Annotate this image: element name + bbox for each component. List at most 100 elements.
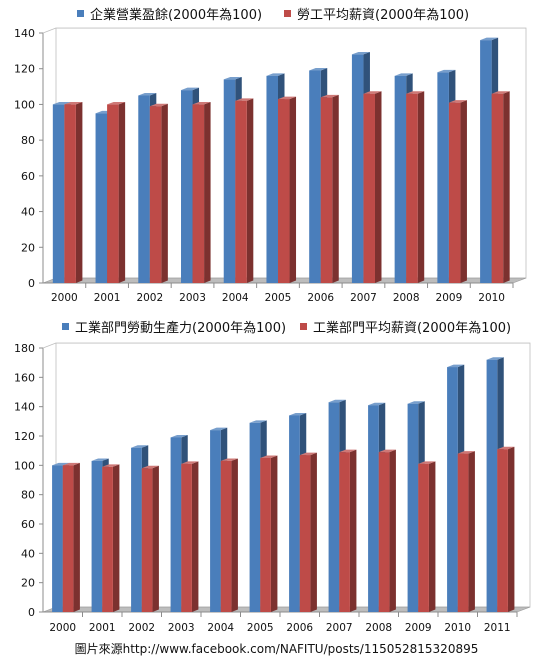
legend-swatch-blue xyxy=(77,9,84,17)
bar-front xyxy=(235,100,247,283)
x-tick-label: 2002 xyxy=(128,622,155,634)
bar-top xyxy=(149,103,168,107)
x-tick-label: 2000 xyxy=(51,292,78,304)
bar-top xyxy=(260,455,278,458)
bar-series-2-2010 xyxy=(491,91,510,283)
y-tick-label: 140 xyxy=(14,27,35,40)
legend-item-series-1: 工業部門勞動生產力(2000年為100) xyxy=(62,317,286,336)
bar-side xyxy=(417,91,425,283)
bar-series-2-2009 xyxy=(418,461,436,612)
bar-side xyxy=(152,465,159,612)
bar-top xyxy=(480,37,499,41)
x-tick-label: 2010 xyxy=(478,292,505,304)
bar-top xyxy=(278,96,297,100)
bar-top xyxy=(131,445,149,448)
bar-front xyxy=(52,104,65,283)
x-tick-label: 2006 xyxy=(286,622,313,634)
bar-top xyxy=(102,464,120,467)
bar-side xyxy=(75,101,83,283)
x-tick-label: 2010 xyxy=(444,622,471,634)
bar-series-2-2006 xyxy=(320,94,339,284)
bar-top xyxy=(351,51,370,55)
bar-series-2-2010 xyxy=(457,451,475,612)
bar-series-2-2005 xyxy=(278,96,297,283)
y-tick-label: 40 xyxy=(21,547,35,560)
bar-series-2-2003 xyxy=(192,101,211,283)
bar-side xyxy=(428,461,436,612)
bar-top xyxy=(363,91,382,94)
y-tick-label: 80 xyxy=(21,134,35,147)
bar-top xyxy=(320,94,339,98)
y-tick-label: 120 xyxy=(14,63,35,76)
bar-top xyxy=(448,100,467,103)
bar-series-2-2006 xyxy=(299,452,317,612)
bar-front xyxy=(351,54,364,283)
bar-front xyxy=(406,93,418,283)
bar-top xyxy=(192,101,211,105)
x-tick-label: 2007 xyxy=(326,622,353,634)
bar-front xyxy=(62,465,74,612)
bar-series-2-2008 xyxy=(406,91,425,283)
chart-2-plot: 0 20 40 60 80 100 120 140 160 180 2000 2001 2002 2003… xyxy=(14,342,531,634)
bar-series-2-2000 xyxy=(64,101,83,283)
bar-top xyxy=(289,412,307,416)
bar-top xyxy=(91,458,109,461)
bar-front xyxy=(141,468,153,612)
bar-side xyxy=(231,458,238,612)
bar-front xyxy=(320,97,333,284)
legend-swatch-blue xyxy=(62,322,69,330)
bar-top xyxy=(210,427,228,431)
bar-top xyxy=(181,87,200,91)
bar-series-2-2007 xyxy=(363,91,382,283)
y-tick-label: 120 xyxy=(14,430,35,443)
x-tick-label: 2006 xyxy=(307,292,334,304)
bar-front xyxy=(448,102,461,284)
bar-top xyxy=(497,446,515,450)
y-tick-label: 60 xyxy=(21,170,35,183)
bar-side xyxy=(349,449,357,612)
bar-front xyxy=(220,460,232,612)
chart-1-plot: 0 20 40 60 80 100 120 140 2000 2001 2002 2003 2004 20… xyxy=(14,27,527,304)
bar-top xyxy=(52,462,70,466)
bar-series-2-2001 xyxy=(107,101,126,283)
bar-front xyxy=(131,447,142,612)
x-tick-label: 2011 xyxy=(484,622,511,634)
bar-side xyxy=(389,449,396,612)
legend-label: 工業部門勞動生產力(2000年為100) xyxy=(75,320,287,336)
bar-top xyxy=(138,93,157,96)
legend-item-series-1: 企業營業盈餘(2000年為100) xyxy=(77,4,262,23)
bar-front xyxy=(260,458,271,612)
bar-top xyxy=(141,465,159,469)
x-tick-label: 2007 xyxy=(350,292,377,304)
bar-top xyxy=(220,458,238,461)
bar-side xyxy=(191,461,199,612)
bar-series-2-2002 xyxy=(149,103,168,283)
bar-front xyxy=(107,104,119,283)
bar-front xyxy=(309,70,321,283)
bar-front xyxy=(486,359,498,612)
bar-series-2-2008 xyxy=(378,449,396,612)
bar-side xyxy=(460,100,467,284)
y-tick-label: 20 xyxy=(21,241,35,254)
bar-front xyxy=(52,465,63,612)
x-tick-label: 2005 xyxy=(247,622,274,634)
bar-front xyxy=(394,75,407,283)
bar-top xyxy=(406,91,425,94)
bar-top xyxy=(378,449,396,453)
bar-front xyxy=(210,430,221,612)
x-tick-label: 2001 xyxy=(94,292,121,304)
bar-front xyxy=(91,460,103,612)
bar-top xyxy=(64,101,83,105)
bar-side xyxy=(246,98,254,283)
source-caption: 圖片來源http://www.facebook.com/NAFITU/posts… xyxy=(74,642,479,656)
axis-depth-line xyxy=(42,342,57,349)
bar-side xyxy=(289,96,297,283)
x-tick-label: 2005 xyxy=(265,292,292,304)
bar-front xyxy=(170,437,182,612)
bar-front xyxy=(368,405,379,612)
bar-series-2-2011 xyxy=(497,446,515,612)
bar-series-2-2000 xyxy=(62,462,80,612)
bar-side xyxy=(468,451,475,612)
bar-side xyxy=(310,452,317,612)
